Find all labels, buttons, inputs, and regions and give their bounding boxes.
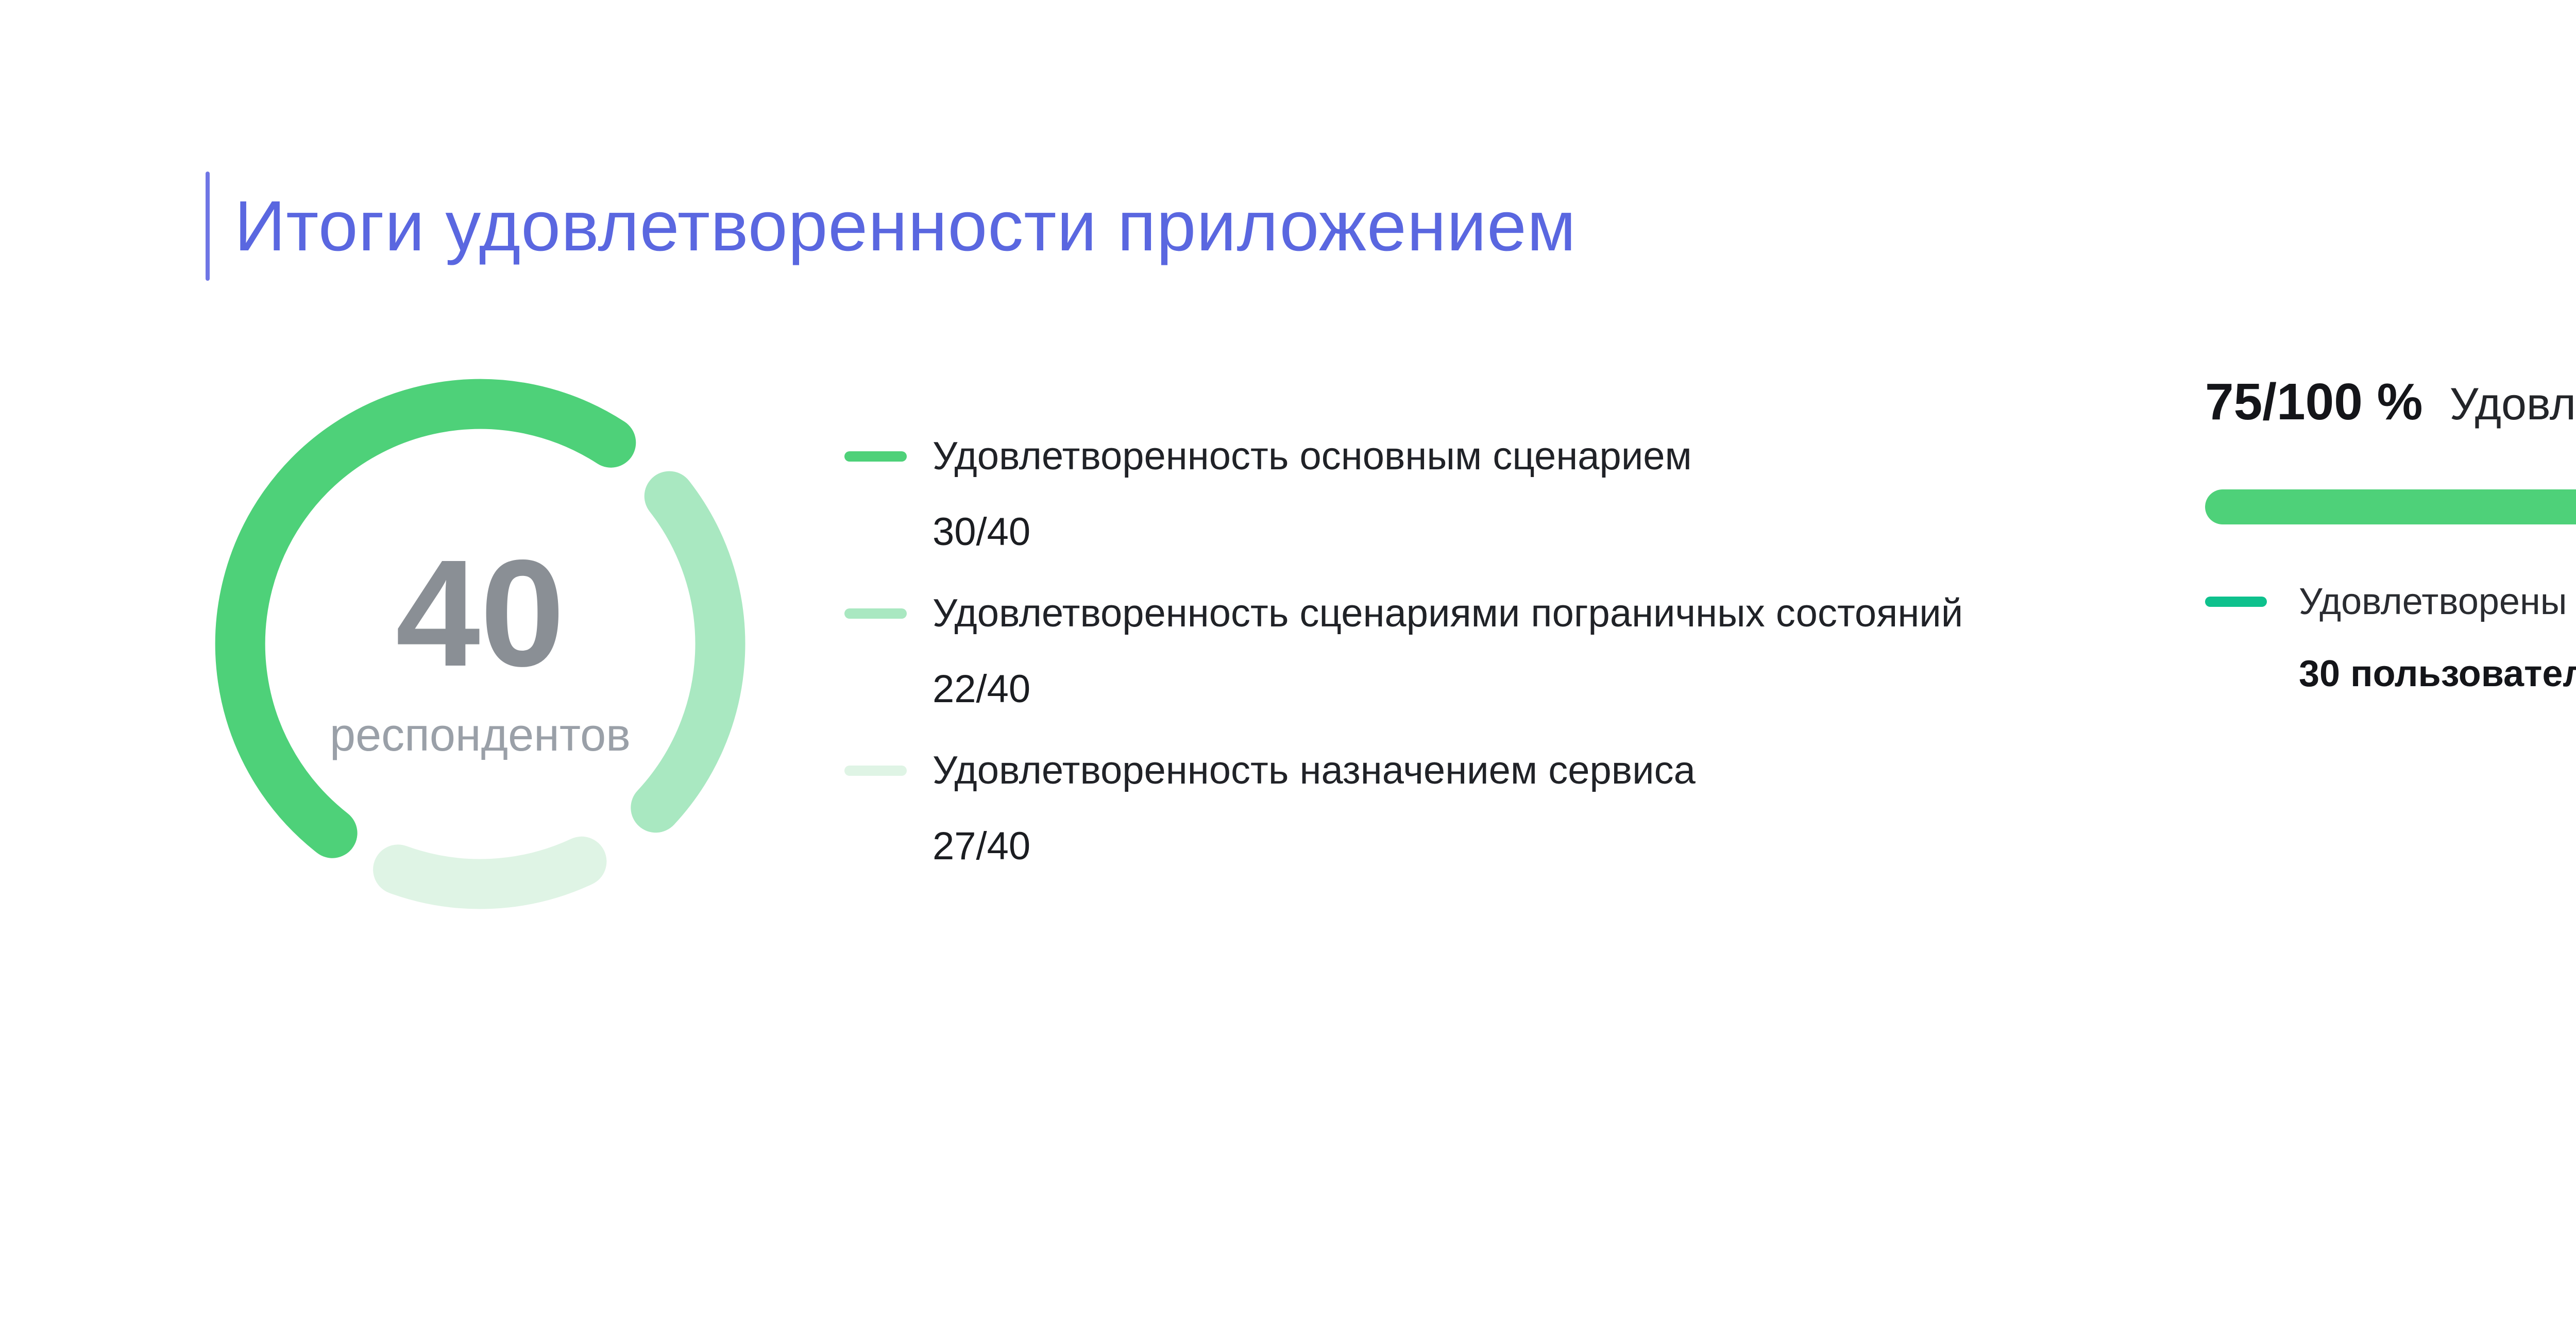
donut-chart-svg: [215, 379, 745, 909]
legend-label: Удовлетворенность сценариями пограничных…: [933, 591, 1963, 635]
bar-legend-label: Удовлетворены: [2299, 581, 2567, 622]
bar-legend-count: 30 пользователей: [2299, 653, 2576, 694]
legend-item: Удовлетворенность основным сценарием 30/…: [844, 432, 1692, 557]
satisfaction-title: Удовлетворенность: [2449, 378, 2576, 429]
donut-center-label: респондентов: [330, 709, 631, 761]
donut-chart: 40 респондентов: [215, 379, 745, 909]
donut-center-value: 40: [395, 528, 565, 698]
legend-marker-dash: [844, 451, 907, 462]
legend-value: 30/40: [933, 510, 1031, 554]
legend-marker-dash: [844, 766, 907, 776]
legend-value: 27/40: [933, 824, 1031, 868]
bar-legend-entry-satisfied: Удовлетворены: [2205, 577, 2567, 626]
satisfaction-score-row: 75/100 % Удовлетворенность: [2205, 371, 2576, 435]
legend-item: Удовлетворенность сценариями пограничных…: [844, 589, 1963, 714]
legend-marker-dash: [2205, 597, 2267, 607]
bar-legend-counts: 30 пользователей 10 пользователей: [2205, 649, 2576, 699]
donut-segment-edge-cases: [631, 471, 745, 833]
page-title: Итоги удовлетворенности приложением: [234, 186, 1577, 266]
title-accent-bar: [206, 172, 210, 281]
legend-label: Удовлетворенность назначением сервиса: [933, 749, 1696, 792]
donut-segment-main-scenario: [215, 379, 636, 858]
bar-legend-labels: Удовлетворены Не удовлетворены: [2205, 577, 2576, 626]
satisfaction-progress-fill: [2205, 489, 2576, 524]
satisfaction-score: 75/100 %: [2205, 373, 2423, 431]
legend-item: Удовлетворенность назначением сервиса 27…: [844, 746, 1696, 871]
satisfaction-progress-track: [2205, 489, 2576, 524]
title-group: Итоги удовлетворенности приложением: [206, 172, 1577, 281]
legend-marker-dash: [844, 608, 907, 619]
legend-value: 22/40: [933, 667, 1031, 711]
legend-label: Удовлетворенность основным сценарием: [933, 434, 1692, 478]
donut-segment-service-purpose: [373, 836, 607, 909]
